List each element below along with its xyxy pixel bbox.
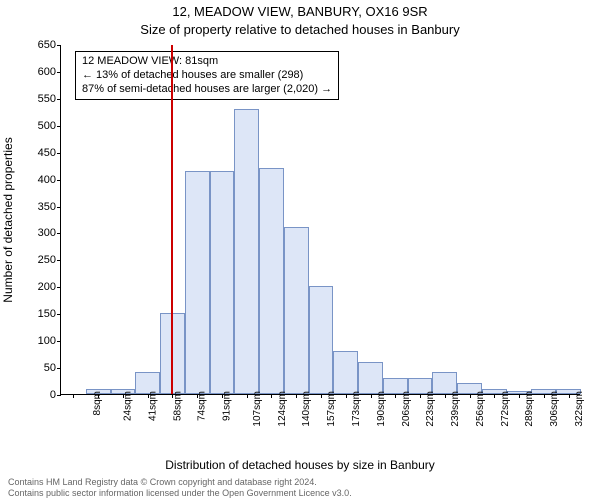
histogram-bar (185, 171, 210, 394)
y-tick-mark (57, 99, 61, 100)
y-tick-label: 500 (16, 120, 56, 132)
y-tick-label: 550 (16, 93, 56, 105)
x-tick-label: 272sqm (500, 391, 511, 427)
x-tick-label: 124sqm (277, 391, 288, 427)
x-tick-label: 74sqm (197, 391, 208, 421)
y-tick-label: 100 (16, 335, 56, 347)
x-tick-mark (123, 394, 124, 398)
plot-area: 12 MEADOW VIEW: 81sqm ← 13% of detached … (60, 45, 580, 395)
footer-attribution: Contains HM Land Registry data © Crown c… (8, 477, 352, 498)
y-tick-label: 650 (16, 39, 56, 51)
x-tick-label: 107sqm (252, 391, 263, 427)
x-tick-mark (321, 394, 322, 398)
x-tick-label: 91sqm (222, 391, 233, 421)
y-tick-mark (57, 287, 61, 288)
footer-line1: Contains HM Land Registry data © Crown c… (8, 477, 352, 487)
x-tick-label: 41sqm (147, 391, 158, 421)
x-tick-mark (371, 394, 372, 398)
y-tick-mark (57, 341, 61, 342)
x-tick-mark (420, 394, 421, 398)
annotation-line2: ← 13% of detached houses are smaller (29… (82, 69, 332, 83)
x-tick-mark (494, 394, 495, 398)
x-axis-label: Distribution of detached houses by size … (0, 458, 600, 472)
x-tick-mark (73, 394, 74, 398)
y-tick-mark (57, 126, 61, 127)
y-tick-mark (57, 260, 61, 261)
y-tick-mark (57, 72, 61, 73)
x-tick-mark (395, 394, 396, 398)
histogram-bar (259, 168, 284, 394)
y-tick-mark (57, 314, 61, 315)
x-tick-mark (296, 394, 297, 398)
y-tick-label: 250 (16, 254, 56, 266)
x-tick-label: 58sqm (172, 391, 183, 421)
x-tick-mark (172, 394, 173, 398)
x-tick-mark (445, 394, 446, 398)
page-title-line1: 12, MEADOW VIEW, BANBURY, OX16 9SR (0, 4, 600, 19)
x-tick-label: 157sqm (326, 391, 337, 427)
y-tick-label: 600 (16, 66, 56, 78)
histogram-bar (309, 286, 334, 394)
y-tick-label: 400 (16, 174, 56, 186)
histogram-bar (284, 227, 309, 394)
reference-line (171, 45, 173, 394)
y-tick-mark (57, 368, 61, 369)
x-tick-mark (544, 394, 545, 398)
x-tick-mark (247, 394, 248, 398)
x-tick-mark (519, 394, 520, 398)
x-tick-label: 24sqm (123, 391, 134, 421)
x-tick-label: 306sqm (549, 391, 560, 427)
x-tick-mark (222, 394, 223, 398)
annotation-line3: 87% of semi-detached houses are larger (… (82, 83, 332, 97)
histogram-bar (333, 351, 358, 394)
chart-container: 12, MEADOW VIEW, BANBURY, OX16 9SR Size … (0, 0, 600, 500)
y-tick-label: 50 (16, 362, 56, 374)
y-tick-label: 450 (16, 147, 56, 159)
x-tick-label: 223sqm (425, 391, 436, 427)
y-tick-mark (57, 45, 61, 46)
x-tick-label: 140sqm (302, 391, 313, 427)
footer-line2: Contains public sector information licen… (8, 488, 352, 498)
x-tick-label: 289sqm (524, 391, 535, 427)
x-tick-mark (98, 394, 99, 398)
x-tick-mark (470, 394, 471, 398)
x-tick-mark (271, 394, 272, 398)
y-tick-label: 0 (16, 389, 56, 401)
y-axis-label: Number of detached properties (1, 137, 15, 302)
y-tick-label: 150 (16, 308, 56, 320)
y-tick-mark (57, 180, 61, 181)
x-tick-mark (148, 394, 149, 398)
annotation-box: 12 MEADOW VIEW: 81sqm ← 13% of detached … (75, 51, 339, 100)
y-tick-mark (57, 207, 61, 208)
y-tick-label: 350 (16, 201, 56, 213)
page-title-line2: Size of property relative to detached ho… (0, 22, 600, 37)
x-tick-mark (569, 394, 570, 398)
y-tick-label: 300 (16, 227, 56, 239)
x-tick-label: 206sqm (401, 391, 412, 427)
annotation-line1: 12 MEADOW VIEW: 81sqm (82, 55, 332, 69)
histogram-bar (234, 109, 259, 394)
x-tick-label: 322sqm (574, 391, 585, 427)
y-tick-mark (57, 233, 61, 234)
x-tick-label: 256sqm (475, 391, 486, 427)
x-tick-mark (346, 394, 347, 398)
y-tick-mark (57, 395, 61, 396)
x-tick-label: 173sqm (351, 391, 362, 427)
x-tick-label: 190sqm (376, 391, 387, 427)
histogram-bar (358, 362, 383, 394)
x-tick-label: 239sqm (450, 391, 461, 427)
y-tick-label: 200 (16, 281, 56, 293)
y-tick-mark (57, 153, 61, 154)
x-tick-mark (197, 394, 198, 398)
histogram-bar (210, 171, 235, 394)
